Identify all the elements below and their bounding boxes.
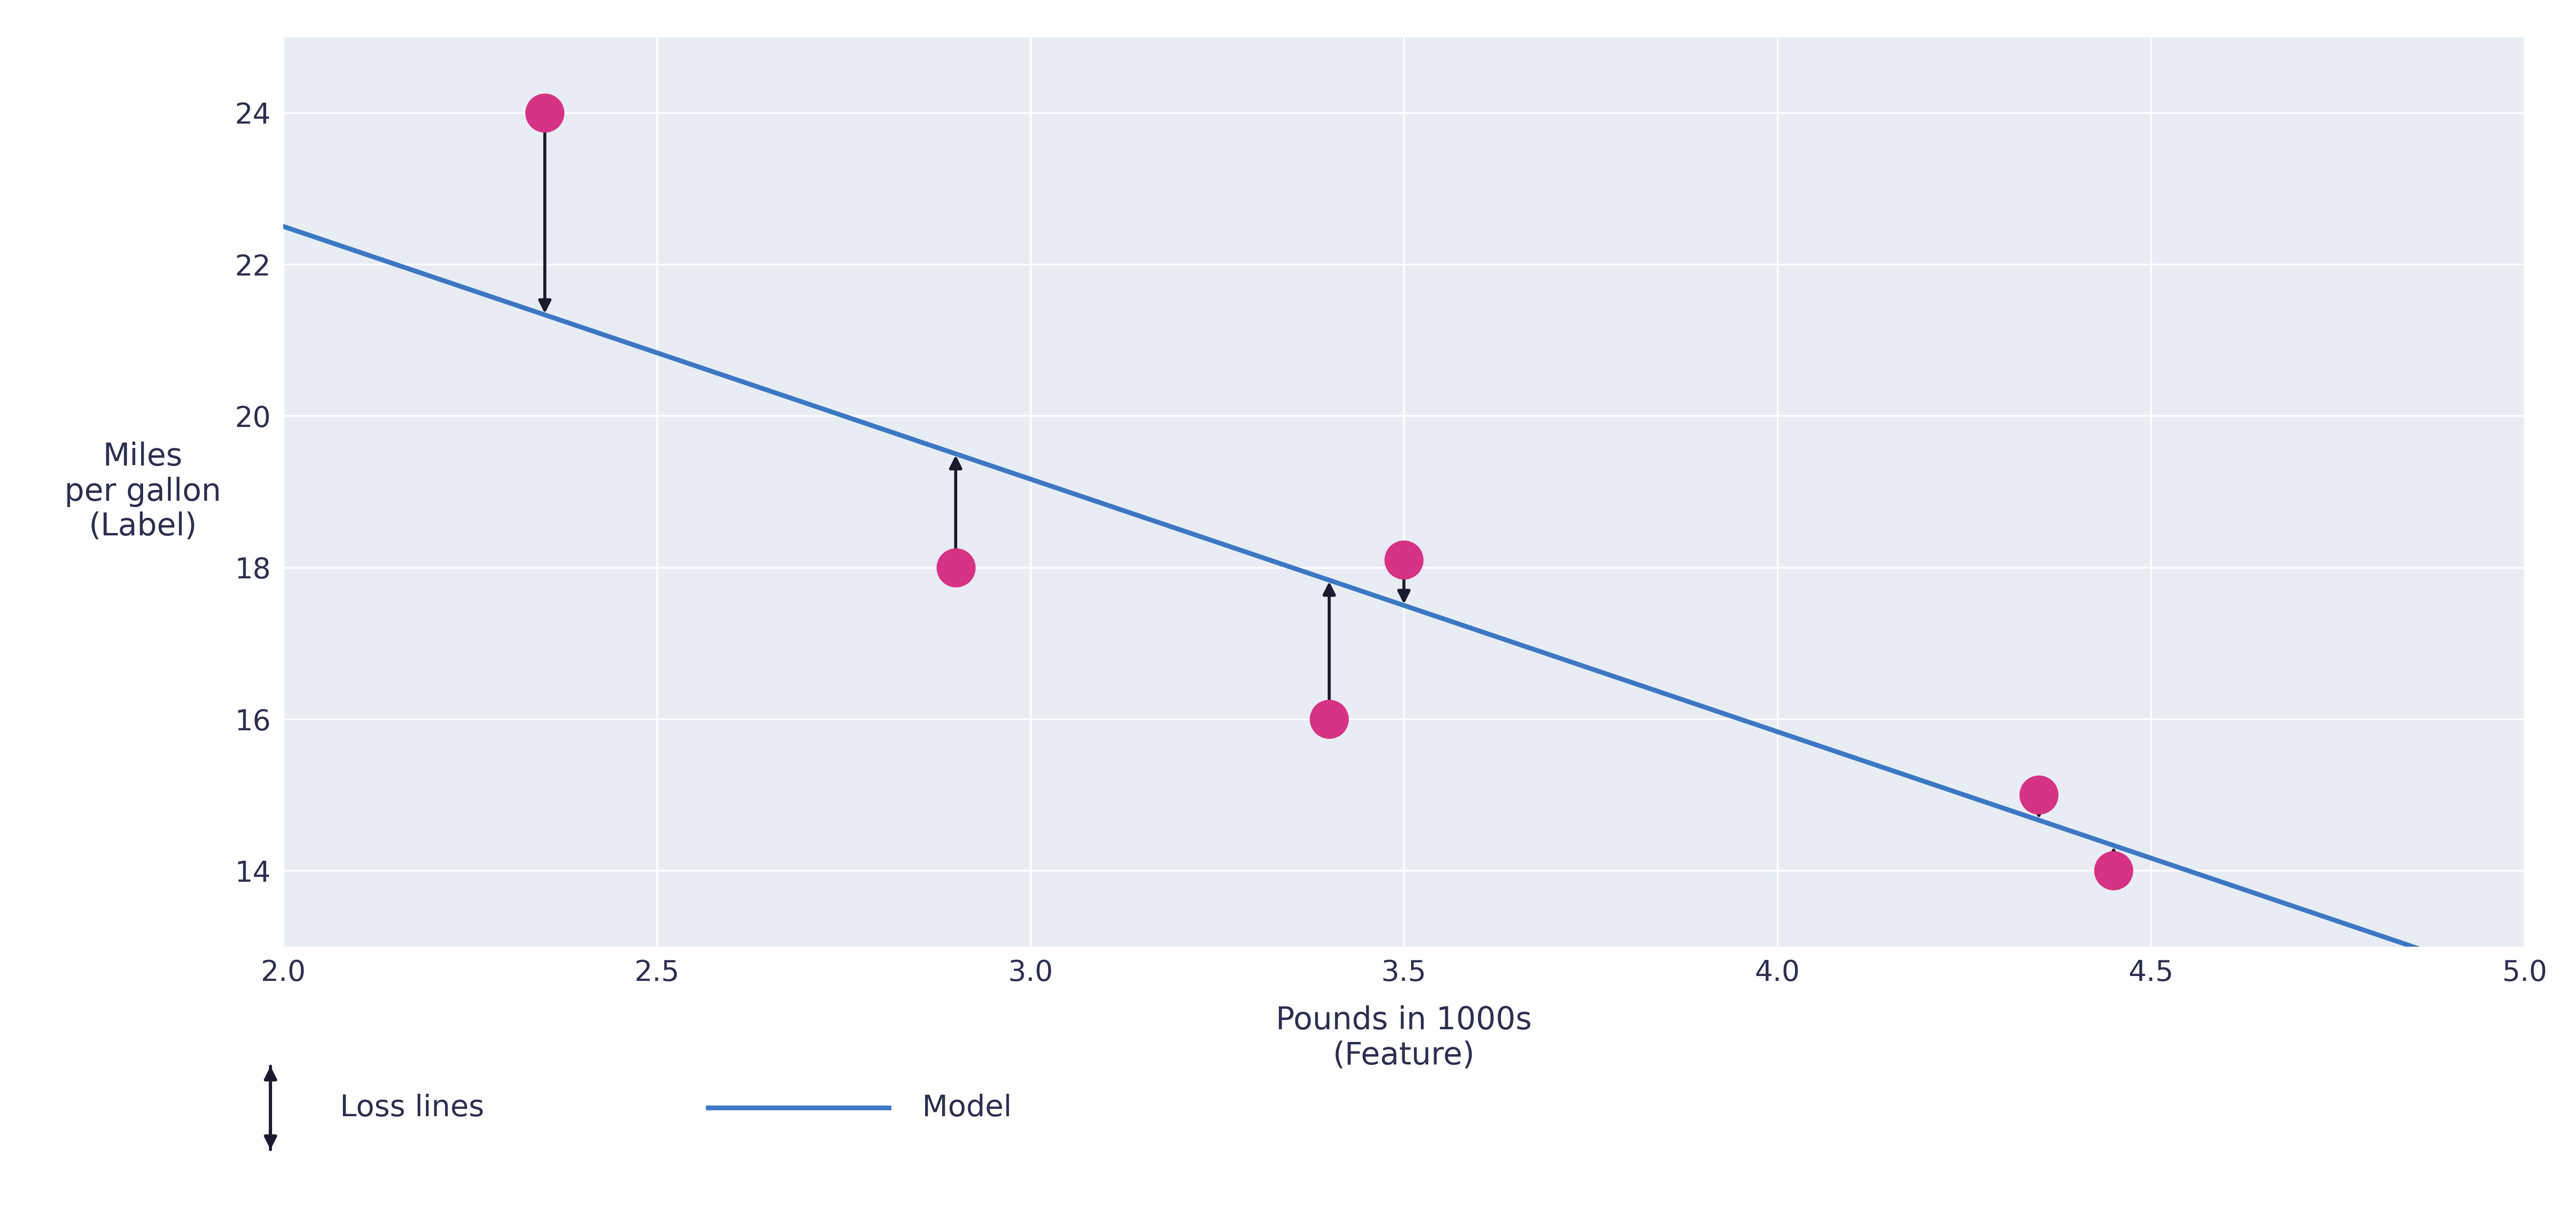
Text: Model: Model bbox=[922, 1093, 1012, 1123]
Text: Loss lines: Loss lines bbox=[340, 1093, 484, 1123]
Point bbox=[2017, 785, 2058, 805]
Point bbox=[935, 558, 976, 577]
Point bbox=[1383, 550, 1425, 570]
X-axis label: Pounds in 1000s
(Feature): Pounds in 1000s (Feature) bbox=[1275, 1006, 1533, 1071]
Y-axis label: Miles
per gallon
(Label): Miles per gallon (Label) bbox=[64, 442, 222, 542]
Point bbox=[2092, 860, 2133, 880]
Point bbox=[526, 103, 567, 123]
Point bbox=[1309, 709, 1350, 729]
